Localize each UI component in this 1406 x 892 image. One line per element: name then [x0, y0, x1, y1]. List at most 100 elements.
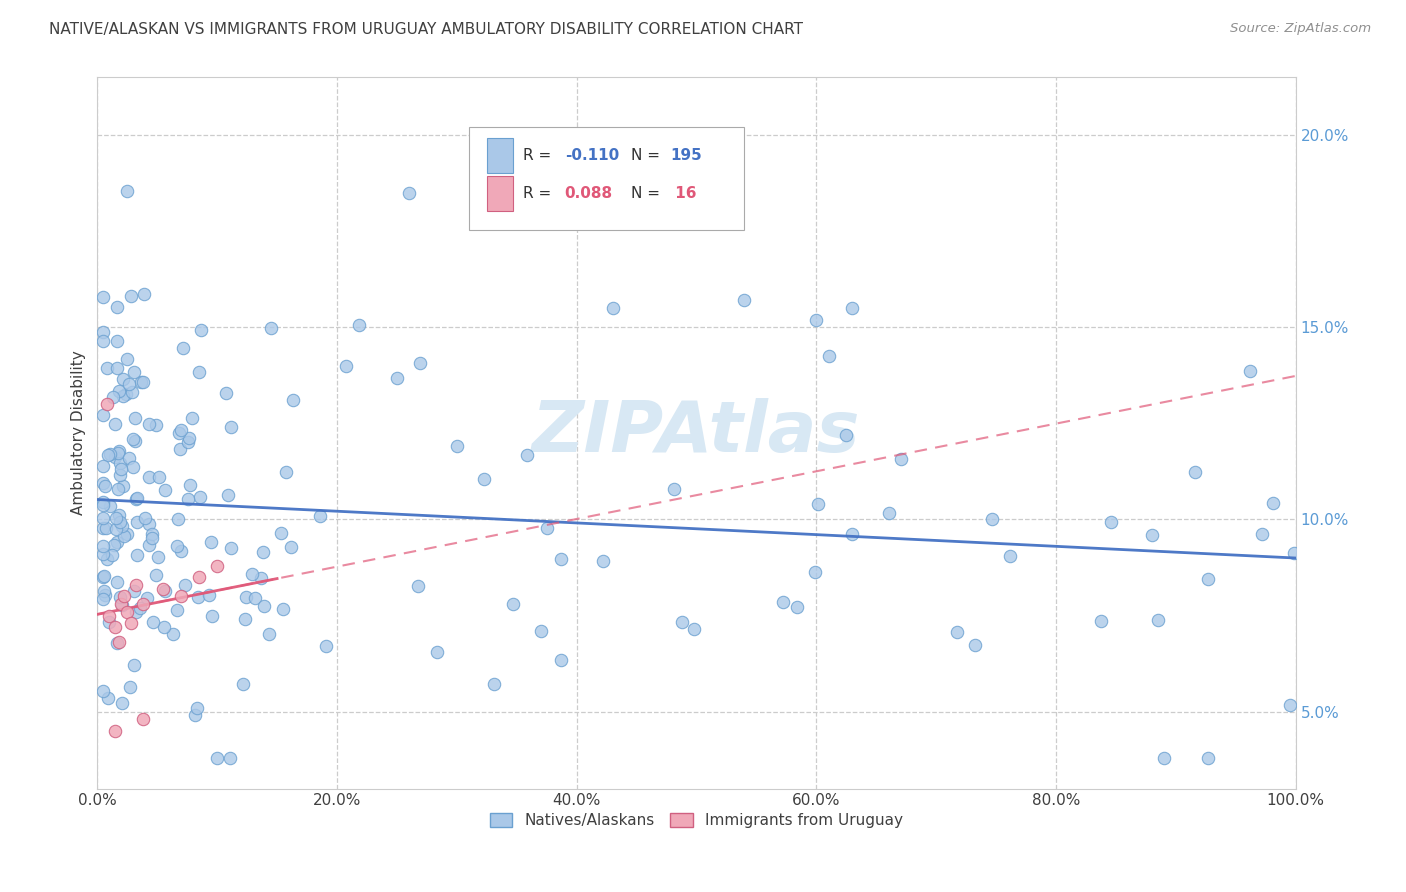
Point: [105, 510, 128, 524]
Point: [93, 570, 115, 584]
Point: [129, 375, 152, 389]
Point: [155, 584, 177, 599]
Point: [219, 541, 242, 555]
Point: [122, 432, 145, 446]
Point: [125, 492, 148, 507]
Point: [173, 342, 195, 356]
Point: [602, 301, 624, 315]
Point: [335, 359, 357, 373]
Point: [188, 570, 211, 584]
Point: [97, 615, 120, 630]
Point: [107, 446, 129, 460]
Point: [135, 591, 157, 606]
Point: [93, 539, 115, 553]
Point: [834, 427, 856, 442]
Point: [260, 320, 283, 334]
Point: [120, 616, 142, 631]
Point: [179, 477, 201, 491]
Point: [215, 385, 238, 400]
Point: [96, 521, 118, 535]
Point: [108, 635, 131, 649]
Point: [219, 751, 242, 765]
Point: [108, 508, 131, 522]
Point: [104, 723, 127, 738]
Point: [111, 598, 134, 612]
Point: [170, 544, 193, 558]
Point: [219, 420, 242, 434]
Point: [152, 582, 174, 596]
Point: [101, 548, 124, 562]
Point: [818, 349, 841, 363]
Point: [187, 590, 209, 604]
Point: [98, 447, 121, 461]
Point: [385, 371, 408, 385]
Point: [167, 426, 190, 441]
Point: [201, 609, 224, 624]
Point: [166, 603, 188, 617]
Point: [125, 578, 148, 592]
Point: [142, 615, 165, 630]
Point: [409, 355, 432, 369]
Point: [502, 597, 524, 611]
Point: [162, 627, 184, 641]
Point: [105, 334, 128, 348]
Point: [98, 500, 121, 514]
Point: [96, 360, 118, 375]
Point: [398, 186, 420, 200]
Point: [276, 466, 298, 480]
Point: [877, 506, 900, 520]
FancyBboxPatch shape: [486, 176, 513, 211]
Point: [107, 574, 129, 589]
Point: [253, 599, 276, 613]
Point: [141, 526, 163, 541]
Text: R =: R =: [523, 148, 555, 163]
Point: [257, 627, 280, 641]
Point: [592, 554, 614, 568]
Point: [94, 478, 117, 492]
Point: [111, 519, 134, 533]
Point: [125, 548, 148, 562]
Point: [115, 352, 138, 367]
Point: [93, 521, 115, 535]
Point: [841, 301, 863, 315]
Text: N =: N =: [630, 186, 665, 201]
Point: [110, 462, 132, 476]
Point: [308, 509, 330, 524]
Legend: Natives/Alaskans, Immigrants from Uruguay: Natives/Alaskans, Immigrants from Urugua…: [484, 806, 910, 834]
Point: [93, 476, 115, 491]
Point: [671, 615, 693, 630]
Point: [93, 510, 115, 524]
Point: [111, 389, 134, 403]
Text: R =: R =: [523, 186, 555, 201]
Point: [111, 696, 134, 710]
Point: [112, 529, 135, 543]
Point: [138, 517, 160, 532]
Text: 16: 16: [671, 186, 696, 201]
Point: [112, 479, 135, 493]
Point: [170, 590, 193, 604]
Text: NATIVE/ALASKAN VS IMMIGRANTS FROM URUGUAY AMBULATORY DISABILITY CORRELATION CHAR: NATIVE/ALASKAN VS IMMIGRANTS FROM URUGUA…: [49, 22, 803, 37]
Point: [283, 392, 305, 407]
Point: [124, 434, 146, 448]
Point: [105, 361, 128, 376]
Point: [115, 387, 138, 401]
Point: [965, 638, 987, 652]
Point: [183, 707, 205, 722]
Point: [186, 701, 208, 715]
Text: -0.110: -0.110: [565, 148, 619, 163]
Point: [200, 535, 222, 549]
Point: [153, 620, 176, 634]
Point: [93, 684, 115, 698]
Point: [105, 636, 128, 650]
Point: [472, 472, 495, 486]
Point: [138, 417, 160, 432]
Point: [1090, 614, 1112, 628]
Point: [347, 318, 370, 333]
Point: [117, 605, 139, 619]
Point: [406, 579, 429, 593]
Point: [134, 510, 156, 524]
Point: [96, 397, 118, 411]
Point: [806, 312, 828, 326]
Point: [94, 588, 117, 602]
Point: [1261, 496, 1284, 510]
